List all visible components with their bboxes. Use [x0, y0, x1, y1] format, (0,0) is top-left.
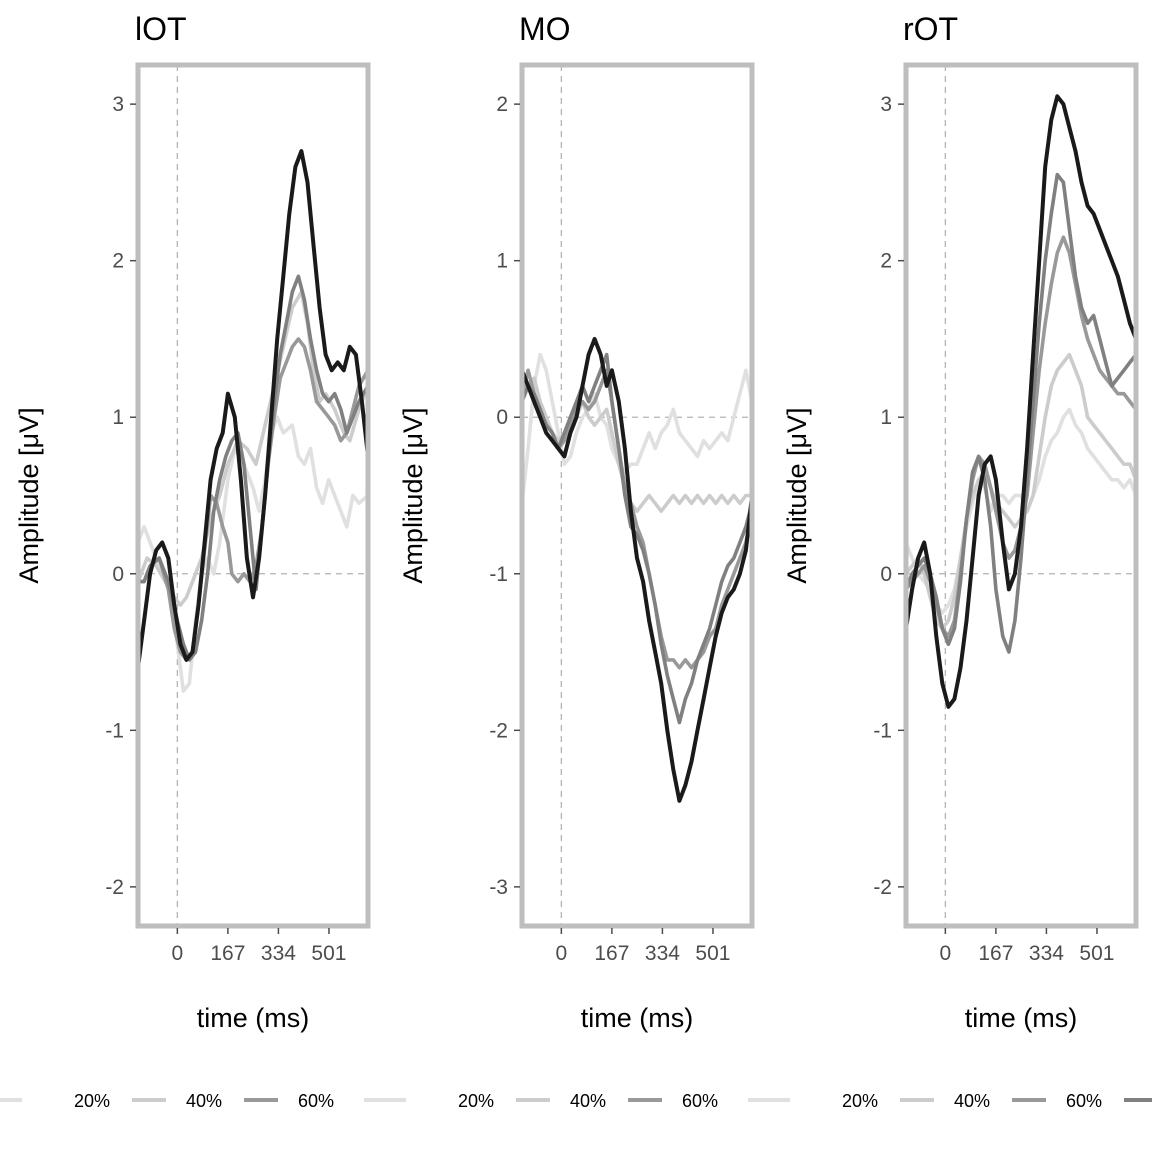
y-tick-label: 1	[880, 406, 892, 429]
legend-label: 60%	[298, 1091, 334, 1111]
x-tick-label: 167	[594, 942, 629, 965]
x-tick-label: 501	[1079, 942, 1114, 965]
legend-label: 20%	[842, 1091, 878, 1111]
x-tick-label: 0	[171, 942, 183, 965]
y-tick-label: 3	[112, 93, 124, 116]
legend-label: 60%	[1066, 1091, 1102, 1111]
series-line	[522, 337, 752, 803]
series-line	[906, 94, 1136, 709]
y-axis-label: Amplitude [μV]	[398, 407, 428, 583]
x-tick-label: 0	[939, 942, 951, 965]
series-group	[906, 94, 1136, 709]
y-tick-label: -1	[489, 563, 508, 586]
y-axis-label: Amplitude [μV]	[14, 407, 44, 583]
series-line	[522, 352, 752, 506]
series-line	[138, 337, 368, 662]
series-line	[906, 172, 1136, 654]
y-tick-label: 0	[112, 563, 124, 586]
panel-title: rOT	[903, 11, 958, 47]
x-tick-label: 167	[978, 942, 1013, 965]
panel-border	[519, 62, 755, 929]
series-line	[906, 352, 1136, 631]
y-tick-label: -2	[105, 876, 124, 899]
series-line	[138, 415, 368, 693]
series-line	[522, 352, 752, 725]
legend-label: 20%	[458, 1091, 494, 1111]
legend: 20%40%60%8	[748, 1091, 1152, 1111]
legend-label: 20%	[74, 1091, 110, 1111]
y-axis-label: Amplitude [μV]	[782, 407, 812, 583]
chart-panel: lOT -2 -1 0 1 2 3 0 167 334 501 time (ms) Amplitude …	[0, 11, 386, 1111]
y-tick-label: 2	[496, 93, 508, 116]
x-tick-label: 167	[210, 942, 245, 965]
legend-label: 40%	[186, 1091, 222, 1111]
series-line	[906, 407, 1136, 615]
y-tick-label: -2	[489, 719, 508, 742]
x-tick-label: 334	[1029, 942, 1064, 965]
x-tick-label: 501	[695, 942, 730, 965]
series-line	[138, 149, 368, 670]
x-tick-label: 501	[311, 942, 346, 965]
x-axis-label: time (ms)	[965, 1003, 1077, 1033]
legend-label: 60%	[682, 1091, 718, 1111]
y-tick-label: -2	[873, 876, 892, 899]
series-line	[522, 376, 752, 513]
y-tick-label: 1	[496, 250, 508, 273]
panel-title: lOT	[135, 11, 187, 47]
x-tick-label: 334	[261, 942, 296, 965]
x-tick-label: 334	[645, 942, 680, 965]
legend-label: 40%	[570, 1091, 606, 1111]
chart-panel: rOT -2 -1 0 1 2 3 0 167 334 501 time (ms) Amplitude …	[748, 11, 1152, 1111]
panel-title: MO	[519, 11, 571, 47]
y-tick-label: 2	[112, 250, 124, 273]
y-tick-label: 3	[880, 93, 892, 116]
x-axis-label: time (ms)	[581, 1003, 693, 1033]
panel-border	[135, 62, 371, 929]
x-tick-label: 0	[555, 942, 567, 965]
x-axis-label: time (ms)	[197, 1003, 309, 1033]
y-tick-label: -1	[873, 719, 892, 742]
y-tick-label: 0	[496, 406, 508, 429]
y-tick-label: 1	[112, 406, 124, 429]
y-tick-label: 2	[880, 250, 892, 273]
y-tick-label: 0	[880, 563, 892, 586]
panel-border	[903, 62, 1139, 929]
chart-panel: MO -3 -2 -1 0 1 2 0 167 334 501 time (ms) Amplitude …	[364, 11, 770, 1111]
legend-label: 40%	[954, 1091, 990, 1111]
legend: 20% 40% 60%	[364, 1091, 770, 1111]
y-tick-label: -3	[489, 876, 508, 899]
legend: 20% 40% 60%	[0, 1091, 386, 1111]
series-group	[138, 149, 368, 693]
series-group	[522, 337, 752, 803]
y-tick-label: -1	[105, 719, 124, 742]
